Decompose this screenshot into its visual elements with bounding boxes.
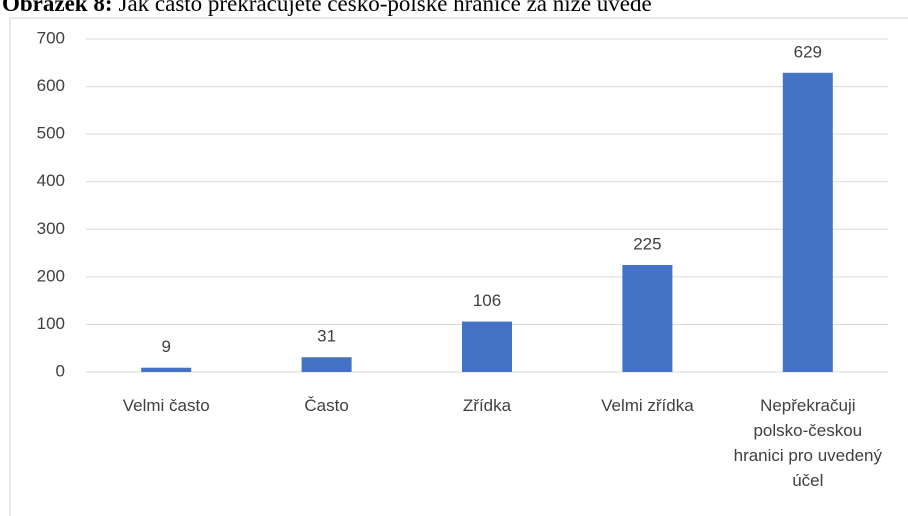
bar — [622, 264, 673, 372]
y-tick-label: 600 — [37, 76, 65, 95]
y-tick-label: 300 — [37, 219, 65, 238]
data-label: 31 — [317, 327, 336, 346]
x-tick-label: Velmi často — [122, 396, 210, 415]
data-label: 629 — [794, 42, 822, 61]
x-tick-label: Nepřekračuji polsko-českou hranici pro u… — [733, 396, 882, 490]
bar — [462, 321, 512, 372]
bar — [782, 72, 833, 373]
y-tick-label: 700 — [37, 28, 65, 47]
y-tick-label: 200 — [37, 266, 65, 285]
y-tick-label: 100 — [37, 314, 65, 333]
data-label: 9 — [161, 337, 170, 356]
data-label: 106 — [473, 291, 501, 310]
x-tick-label: Často — [304, 396, 349, 415]
y-tick-label: 400 — [37, 171, 65, 190]
title-bg — [0, 0, 908, 17]
bar — [301, 357, 352, 372]
data-label: 225 — [633, 234, 661, 253]
chart-title: Obrázek 8: Jak často překračujete česko-p… — [2, 0, 652, 16]
bar — [141, 367, 192, 372]
x-tick-label: Zřídka — [462, 396, 512, 415]
y-tick-label: 0 — [56, 361, 65, 380]
title-text: Jak často překračujete česko-polské hran… — [119, 0, 652, 16]
y-tick-label: 500 — [37, 124, 65, 143]
title-label: Obrázek 8: — [2, 0, 113, 16]
x-tick-label: Velmi zřídka — [601, 396, 694, 415]
chart-frame — [9, 17, 908, 516]
